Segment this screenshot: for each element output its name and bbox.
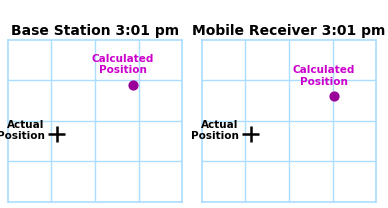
Point [331,95,338,98]
Text: Calculated
Position: Calculated Position [92,54,154,75]
Title: Mobile Receiver 3:01 pm: Mobile Receiver 3:01 pm [192,24,386,38]
Text: Calculated
Position: Calculated Position [293,65,355,87]
Text: Actual
Position: Actual Position [191,120,238,141]
Text: Actual
Position: Actual Position [0,120,45,141]
Title: Base Station 3:01 pm: Base Station 3:01 pm [11,24,179,38]
Point [130,83,137,87]
